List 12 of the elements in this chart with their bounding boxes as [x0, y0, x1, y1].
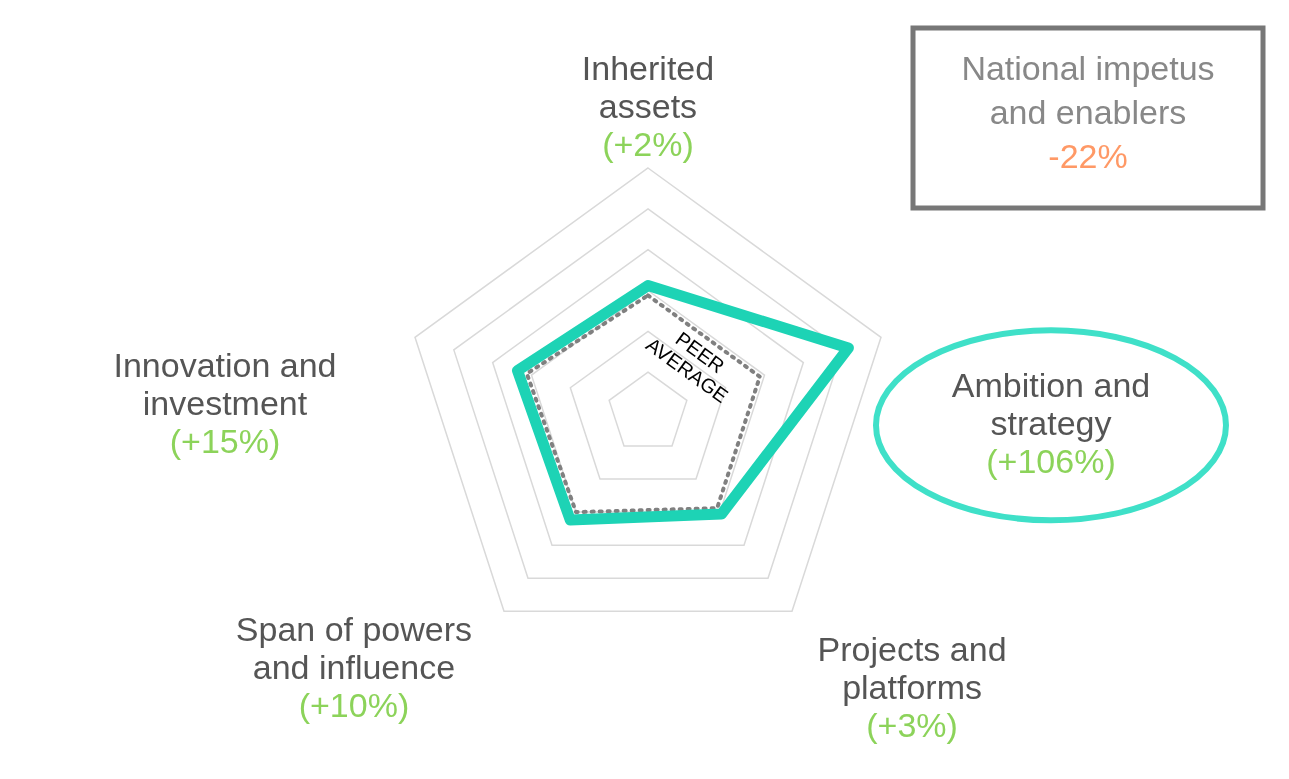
text: (+10%)	[298, 686, 410, 725]
text: National impetus and enablers	[961, 49, 1215, 131]
text: (+106%)	[986, 442, 1116, 481]
spoke-label: Ambition and strategy	[951, 366, 1151, 443]
spoke-label: Innovation and investment	[113, 346, 337, 423]
text: -22%	[1048, 137, 1128, 175]
spoke-label: Projects and platforms	[817, 630, 1007, 707]
text: (+2%)	[602, 125, 694, 163]
text: (+3%)	[866, 706, 958, 745]
spoke-label: Span of powers and influence	[235, 610, 473, 687]
text: (+15%)	[169, 422, 281, 461]
spoke-label: Inherited assets	[581, 49, 715, 125]
